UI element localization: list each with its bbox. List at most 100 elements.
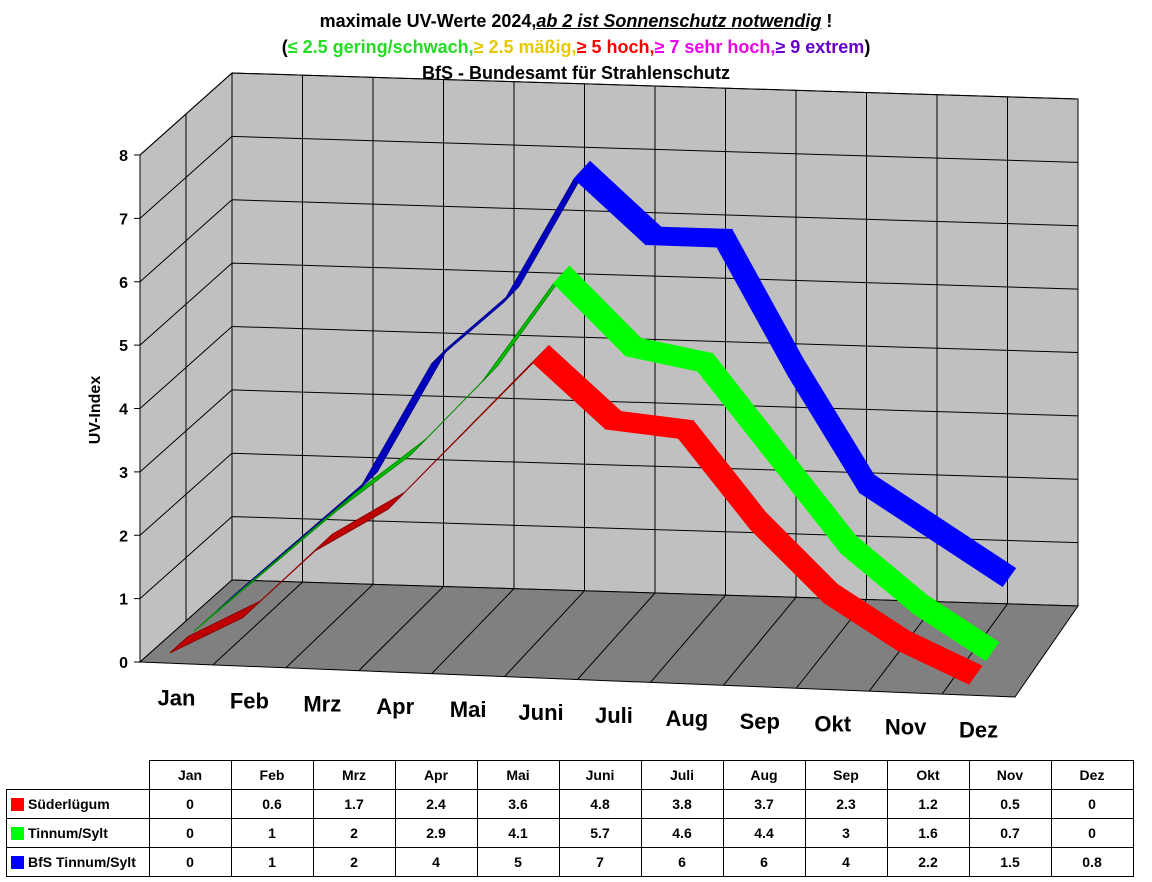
uv-scale-segment: ≥ 5 hoch, xyxy=(576,37,655,57)
floor-line xyxy=(650,594,726,683)
table-column-header: Dez xyxy=(1050,760,1134,790)
y-tick-label: 1 xyxy=(119,592,128,609)
table-cell: 3.7 xyxy=(722,789,806,819)
table-column-header: Sep xyxy=(804,760,888,790)
x-tick-label: Okt xyxy=(814,712,851,737)
y-tick-label: 0 xyxy=(119,655,128,672)
floor-line xyxy=(358,586,444,672)
floor-line xyxy=(212,581,303,666)
table-cell: 2.2 xyxy=(886,847,970,877)
series-label-cell: Süderlügum xyxy=(6,789,150,819)
table-body: Süderlügum 0 0.6 1.7 2.4 3.6 4.8 3.8 3.7 2.3 1.2 0.… xyxy=(6,789,1134,877)
table-column-header: Mai xyxy=(476,760,560,790)
uv-scale-segment: ≥ 2.5 mäßig, xyxy=(473,37,577,57)
legend-swatch xyxy=(11,827,24,840)
table-cell: 0 xyxy=(1050,818,1134,848)
table-cell: 3 xyxy=(804,818,888,848)
table-cell: 0 xyxy=(1050,789,1134,819)
x-tick-label: Jan xyxy=(157,685,195,710)
table-cell: 5 xyxy=(476,847,560,877)
table-cell: 3.8 xyxy=(640,789,724,819)
table-cell: 1.5 xyxy=(968,847,1052,877)
table-cell: 7 xyxy=(558,847,642,877)
y-tick-label: 8 xyxy=(119,148,128,165)
series-label-cell: BfS Tinnum/Sylt xyxy=(6,847,150,877)
table-cell: 0 xyxy=(148,789,232,819)
y-tick-label: 4 xyxy=(119,402,128,419)
x-tick-label: Nov xyxy=(885,715,927,740)
x-tick-label: Apr xyxy=(376,694,414,719)
series-label: Süderlügum xyxy=(28,796,110,812)
table-cell: 2.3 xyxy=(804,789,888,819)
uv-scale-segment: ( xyxy=(281,37,288,57)
table-cell: 4 xyxy=(804,847,888,877)
title-line-3: BfS - Bundesamt für Strahlenschutz xyxy=(421,63,731,83)
table-column-header: Juni xyxy=(558,760,642,790)
legend-swatch xyxy=(11,798,24,811)
y-axis-label: UV-Index xyxy=(87,376,104,445)
x-tick-label: Mai xyxy=(450,697,487,722)
uv-scale-segment: ≤ 2.5 gering/schwach, xyxy=(287,37,474,57)
table-cell: 4 xyxy=(394,847,478,877)
ribbon-segment-bfs-tinnum-sylt xyxy=(930,520,1017,587)
table-cell: 2.9 xyxy=(394,818,478,848)
table-cell: 1.7 xyxy=(312,789,396,819)
x-tick-label: Sep xyxy=(740,709,780,734)
title-line-1: maximale UV-Werte 2024,ab 2 ist Sonnensc… xyxy=(0,8,1152,34)
table-cell: 1.2 xyxy=(886,789,970,819)
table-row: BfS Tinnum/Sylt 0 1 2 4 5 7 6 6 4 2.2 1.5 0.8 xyxy=(6,847,1134,877)
x-tick-label: Dez xyxy=(959,718,998,743)
y-tick-label: 7 xyxy=(119,211,128,228)
x-tick-label: Aug xyxy=(665,706,708,731)
y-tick-label: 3 xyxy=(119,465,128,482)
table-cell: 3.6 xyxy=(476,789,560,819)
sun-protection-link[interactable]: ab 2 ist Sonnenschutz notwendig xyxy=(536,11,822,31)
floor-line xyxy=(577,592,656,680)
table-cell: 4.4 xyxy=(722,818,806,848)
table-column-header: Apr xyxy=(394,760,478,790)
table-cell: 0.8 xyxy=(1050,847,1134,877)
table-column-header: Feb xyxy=(230,760,314,790)
table-cell: 6 xyxy=(640,847,724,877)
x-tick-label: Feb xyxy=(230,688,269,713)
series-label: Tinnum/Sylt xyxy=(28,825,108,841)
x-tick-label: Mrz xyxy=(303,691,341,716)
table-cell: 4.6 xyxy=(640,818,724,848)
table-cell: 0.5 xyxy=(968,789,1052,819)
table-column-header: Okt xyxy=(886,760,970,790)
floor-line xyxy=(504,590,585,677)
table-cell: 1.6 xyxy=(886,818,970,848)
table-cell: 0.7 xyxy=(968,818,1052,848)
table-cell: 2 xyxy=(312,818,396,848)
table-cell: 0 xyxy=(148,818,232,848)
table-cell: 1 xyxy=(230,847,314,877)
data-table: Jan Feb Mrz Apr Mai Juni Juli Aug Sep Okt Nov Dez S… xyxy=(6,760,1134,877)
table-corner xyxy=(6,760,150,790)
uv-scale-segment: ) xyxy=(864,37,871,57)
chart-title: maximale UV-Werte 2024,ab 2 ist Sonnensc… xyxy=(0,8,1152,86)
table-cell: 2 xyxy=(312,847,396,877)
table-cell: 4.8 xyxy=(558,789,642,819)
table-header-row: Jan Feb Mrz Apr Mai Juni Juli Aug Sep Okt Nov Dez xyxy=(6,760,1134,790)
floor-line xyxy=(431,588,515,675)
table-cell: 0 xyxy=(148,847,232,877)
floor-line xyxy=(285,583,374,669)
table-column-header: Aug xyxy=(722,760,806,790)
ribbon-segment-tinnum-sylt xyxy=(912,594,1000,662)
table-cell: 6 xyxy=(722,847,806,877)
series-label: BfS Tinnum/Sylt xyxy=(28,854,136,870)
y-tick-label: 2 xyxy=(119,528,128,545)
uv-chart: 0 1 2 3 4 5 6 7 8 UV-Index Jan Feb Mrz Apr Mai Juni Juli… xyxy=(87,71,1079,743)
table-column-header: Nov xyxy=(968,760,1052,790)
uv-scale-segment: ≥ 7 sehr hoch, xyxy=(654,37,776,57)
title-line-2-uv-scale: (≤ 2.5 gering/schwach,≥ 2.5 mäßig,≥ 5 ho… xyxy=(0,34,1152,60)
title-prefix: maximale UV-Werte 2024, xyxy=(319,11,537,31)
x-tick-label: Juni xyxy=(518,700,563,725)
table-column-header: Juli xyxy=(640,760,724,790)
legend-swatch xyxy=(11,856,24,869)
uv-scale-segment: ≥ 9 extrem xyxy=(775,37,865,57)
table-column-header: Mrz xyxy=(312,760,396,790)
y-tick-label: 5 xyxy=(119,338,128,355)
table-column-header: Jan xyxy=(148,760,232,790)
floor-line xyxy=(722,597,797,686)
